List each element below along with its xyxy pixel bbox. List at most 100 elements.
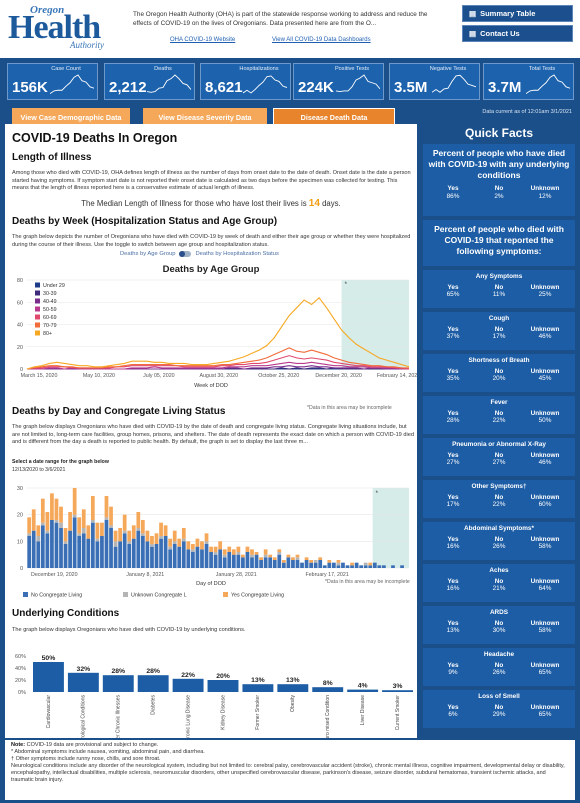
bar-segment[interactable] (286, 557, 291, 568)
bar-segment[interactable] (36, 525, 41, 536)
bar-segment[interactable] (227, 546, 232, 552)
kpi-card[interactable]: Deaths 2,212 (104, 63, 195, 100)
bar-segment[interactable] (350, 562, 354, 566)
bar-segment[interactable] (50, 493, 54, 520)
bar-segment[interactable] (27, 536, 32, 568)
bar-segment[interactable] (104, 517, 109, 520)
bar-segment[interactable] (81, 533, 86, 568)
bar-segment[interactable] (295, 557, 300, 560)
bar-segment[interactable] (136, 528, 141, 531)
condition-bar[interactable] (382, 690, 413, 692)
bar-segment[interactable] (68, 512, 72, 531)
bar-segment[interactable] (131, 538, 136, 568)
bar-segment[interactable] (54, 498, 59, 520)
bar-segment[interactable] (236, 554, 241, 568)
bar-segment[interactable] (140, 520, 145, 534)
bar-segment[interactable] (109, 506, 113, 526)
bar-segment[interactable] (77, 517, 82, 534)
bar-segment[interactable] (286, 554, 291, 558)
underlying-conditions-chart[interactable]: 0% 20% 40% 60% 50% Cardiovascular 32% Neurologi… (5, 642, 417, 738)
bar-segment[interactable] (50, 520, 54, 568)
bar-segment[interactable] (200, 549, 204, 568)
bar-segment[interactable] (277, 552, 282, 555)
tab-disease-severity[interactable]: View Disease Severity Data (143, 108, 267, 127)
bar-segment[interactable] (309, 560, 313, 563)
condition-bar[interactable] (347, 689, 379, 692)
bar-segment[interactable] (150, 546, 154, 568)
bar-segment[interactable] (127, 541, 132, 544)
bar-segment[interactable] (122, 530, 127, 534)
bar-segment[interactable] (250, 557, 254, 568)
bar-segment[interactable] (363, 562, 368, 566)
bar-segment[interactable] (113, 530, 118, 542)
bar-segment[interactable] (150, 536, 154, 544)
tab-case-demographic[interactable]: View Case Demographic Data (12, 108, 130, 127)
bar-segment[interactable] (272, 557, 277, 560)
bar-segment[interactable] (336, 565, 341, 568)
summary-table-button[interactable]: ▤ Summary Table (462, 5, 573, 22)
bar-segment[interactable] (322, 565, 327, 568)
bar-segment[interactable] (204, 541, 209, 544)
bar-segment[interactable] (363, 565, 368, 568)
bar-segment[interactable] (140, 536, 145, 568)
bar-segment[interactable] (168, 538, 173, 547)
bar-segment[interactable] (90, 522, 95, 568)
bar-segment[interactable] (281, 562, 286, 568)
bar-segment[interactable] (304, 560, 309, 568)
bar-segment[interactable] (104, 496, 109, 518)
bar-segment[interactable] (118, 541, 122, 568)
bar-segment[interactable] (291, 557, 295, 560)
bar-segment[interactable] (191, 549, 195, 552)
bar-segment[interactable] (227, 552, 232, 568)
bar-segment[interactable] (104, 520, 109, 568)
bar-segment[interactable] (382, 565, 386, 568)
bar-segment[interactable] (27, 517, 32, 534)
bar-segment[interactable] (63, 541, 68, 544)
bar-segment[interactable] (250, 554, 254, 558)
bar-segment[interactable] (118, 528, 122, 542)
bar-segment[interactable] (318, 557, 323, 560)
condition-bar[interactable] (242, 684, 274, 692)
bar-segment[interactable] (150, 544, 154, 547)
bar-segment[interactable] (327, 562, 332, 568)
bar-segment[interactable] (109, 525, 113, 528)
bar-segment[interactable] (31, 530, 36, 568)
bar-segment[interactable] (81, 528, 86, 534)
bar-segment[interactable] (254, 554, 259, 568)
bar-segment[interactable] (131, 525, 136, 539)
bar-segment[interactable] (122, 514, 127, 531)
bar-segment[interactable] (77, 536, 82, 568)
bar-segment[interactable] (250, 549, 254, 555)
bar-segment[interactable] (136, 530, 141, 568)
oha-website-link[interactable]: OHA COVID-19 Website (170, 37, 236, 43)
bar-segment[interactable] (222, 554, 227, 558)
bar-segment[interactable] (231, 549, 236, 555)
bar-segment[interactable] (268, 557, 273, 568)
bar-segment[interactable] (168, 549, 173, 568)
bar-segment[interactable] (172, 541, 177, 544)
bar-segment[interactable] (45, 512, 50, 531)
bar-segment[interactable] (168, 546, 173, 550)
bar-segment[interactable] (145, 530, 150, 542)
bar-segment[interactable] (181, 538, 186, 542)
kpi-card[interactable]: Negative Tests 3.5M (389, 63, 480, 100)
bar-segment[interactable] (140, 533, 145, 536)
age-hosp-toggle[interactable]: Deaths by Age Group Deaths by Hospitaliz… (120, 251, 279, 257)
bar-segment[interactable] (222, 549, 227, 555)
bar-segment[interactable] (54, 520, 59, 523)
bar-segment[interactable] (154, 544, 159, 568)
bar-segment[interactable] (313, 560, 318, 563)
oha-logo[interactable]: Oregon Health Authority (6, 4, 121, 52)
bar-segment[interactable] (68, 530, 72, 568)
bar-segment[interactable] (218, 541, 223, 550)
bar-segment[interactable] (127, 544, 132, 568)
bar-segment[interactable] (72, 517, 77, 568)
bar-segment[interactable] (81, 509, 86, 528)
bar-segment[interactable] (186, 549, 191, 568)
bar-segment[interactable] (72, 514, 77, 518)
bar-segment[interactable] (272, 560, 277, 568)
bar-segment[interactable] (377, 565, 382, 568)
bar-segment[interactable] (86, 525, 91, 539)
bar-segment[interactable] (291, 560, 295, 568)
kpi-card[interactable]: Positive Tests 224K (293, 63, 384, 100)
